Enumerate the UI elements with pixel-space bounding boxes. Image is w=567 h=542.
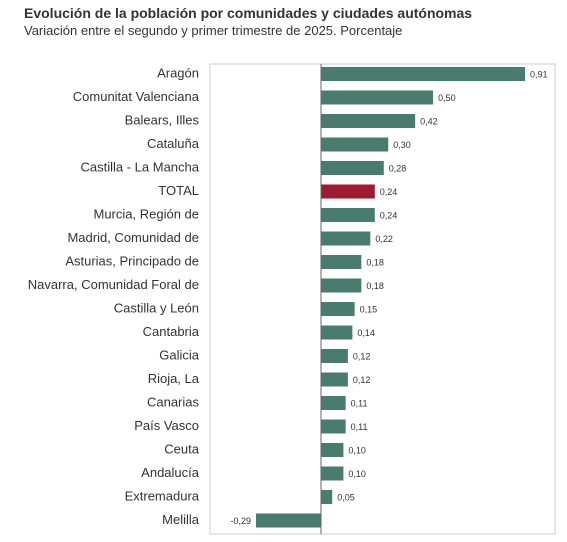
category-label: País Vasco: [134, 418, 199, 433]
value-label: 0,14: [357, 328, 375, 338]
bar: [321, 396, 346, 410]
bar: [321, 161, 384, 175]
value-label: 0,11: [351, 422, 368, 432]
bar: [321, 278, 362, 293]
value-label: 0,10: [348, 469, 366, 479]
value-label: 0,24: [380, 187, 398, 197]
bar: [321, 231, 371, 246]
bar: [255, 513, 321, 528]
category-label: Madrid, Comunidad de: [67, 230, 199, 245]
category-label: Melilla: [162, 512, 200, 527]
plot-area-frame: [209, 63, 556, 535]
category-label: Rioja, La: [148, 371, 200, 386]
bar: [321, 302, 355, 316]
bar: [321, 208, 375, 222]
category-label: Ceuta: [164, 441, 199, 456]
category-label: Asturias, Principado de: [65, 253, 199, 268]
category-label: Cantabria: [143, 324, 200, 339]
bar: [321, 466, 344, 481]
chart-title: Evolución de la población por comunidade…: [24, 5, 473, 21]
bar: [321, 255, 362, 269]
bar: [321, 137, 389, 152]
category-label: Galicia: [159, 347, 200, 362]
chart-subtitle: Variación entre el segundo y primer trim…: [24, 23, 403, 38]
bar: [321, 419, 346, 434]
category-label: Cataluña: [147, 136, 200, 151]
value-label: 0,18: [366, 257, 384, 267]
value-label: 0,91: [530, 69, 548, 79]
bar-total: [321, 184, 375, 199]
bar: [321, 443, 344, 457]
category-label: Navarra, Comunidad Foral de: [28, 277, 199, 292]
category-label: Extremadura: [125, 488, 200, 503]
value-label: 0,18: [366, 281, 384, 291]
bar: [321, 349, 348, 363]
value-label: 0,50: [438, 93, 456, 103]
bar: [321, 67, 525, 81]
value-label: 0,15: [360, 304, 378, 314]
value-label: -0,29: [230, 516, 251, 526]
bar: [321, 490, 333, 504]
value-label: 0,05: [337, 492, 355, 502]
value-label: 0,30: [393, 140, 411, 150]
category-label: Murcia, Región de: [94, 206, 200, 221]
bar: [321, 325, 353, 340]
bar: [321, 372, 348, 387]
value-label: 0,24: [380, 210, 398, 220]
category-label: Balears, Illes: [125, 112, 200, 127]
value-label: 0,12: [353, 351, 371, 361]
category-label: Castilla y León: [114, 300, 199, 315]
value-label: 0,28: [389, 163, 407, 173]
bar: [321, 114, 416, 128]
category-label: Canarias: [147, 394, 200, 409]
value-label: 0,10: [348, 445, 366, 455]
value-label: 0,11: [351, 398, 368, 408]
bar: [321, 90, 434, 105]
category-label: Comunitat Valenciana: [73, 89, 200, 104]
value-label: 0,12: [353, 375, 371, 385]
category-label: Aragón: [157, 65, 199, 80]
category-label: Andalucía: [141, 465, 200, 480]
value-label: 0,42: [420, 116, 438, 126]
value-label: 0,22: [375, 234, 393, 244]
category-label: TOTAL: [158, 183, 199, 198]
category-label: Castilla - La Mancha: [81, 159, 200, 174]
